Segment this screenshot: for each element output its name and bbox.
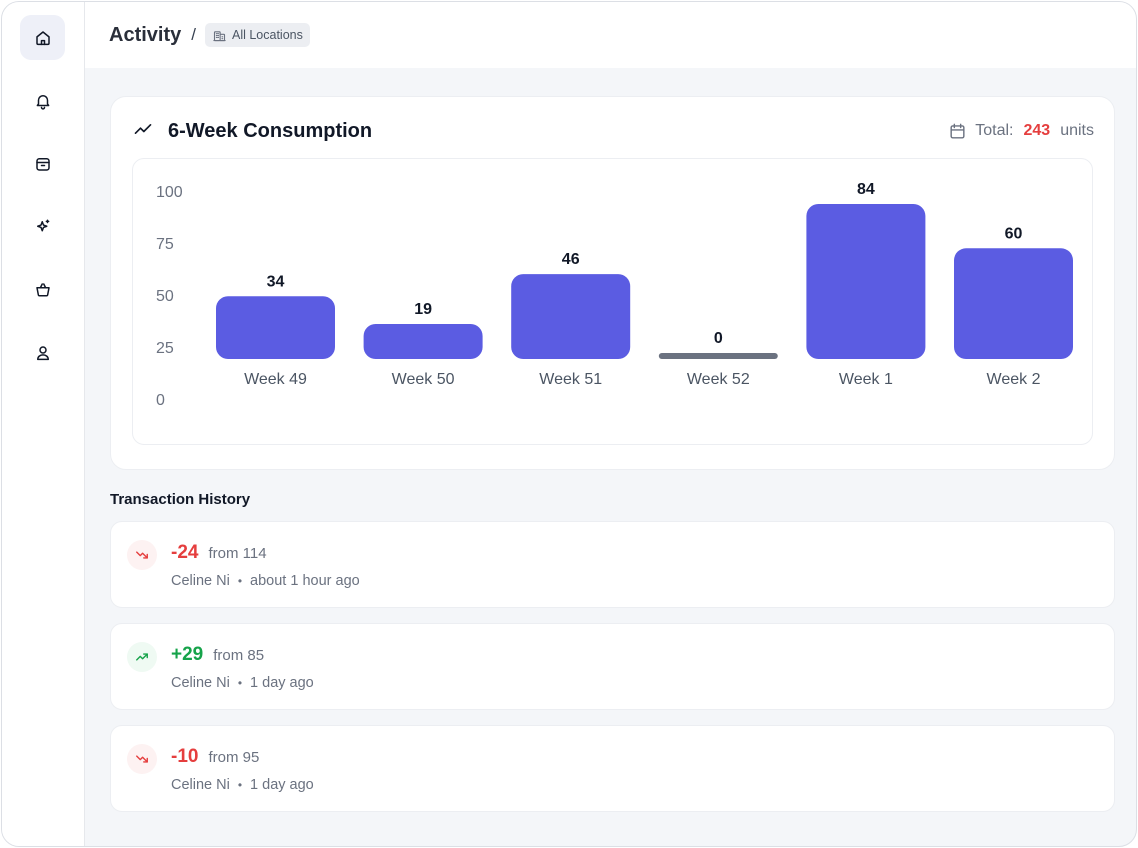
- bar-value-label: 46: [562, 251, 580, 268]
- transaction-time: 1 day ago: [250, 777, 314, 793]
- transaction-meta: Celine Ni • 1 day ago: [171, 777, 314, 793]
- transaction-card[interactable]: -24 from 114 Celine Ni • about 1 hour ago: [110, 521, 1115, 608]
- transaction-meta: Celine Ni • 1 day ago: [171, 675, 314, 691]
- header: Activity / All Locations: [85, 2, 1136, 68]
- nav-profile[interactable]: [20, 330, 65, 375]
- transaction-delta: -10: [171, 746, 199, 767]
- nav-home[interactable]: [20, 15, 65, 60]
- x-category-label: Week 52: [687, 371, 750, 388]
- y-tick-label: 0: [156, 392, 165, 409]
- location-selector[interactable]: All Locations: [204, 23, 310, 47]
- consumption-card: 6-Week Consumption Total: 243 units 100 7…: [110, 96, 1115, 470]
- chart-title: 6-Week Consumption: [168, 119, 373, 142]
- nav-orders[interactable]: [20, 267, 65, 312]
- x-category-label: Week 2: [987, 371, 1041, 388]
- y-tick-label: 25: [156, 340, 174, 357]
- basket-icon: [35, 282, 50, 297]
- bell-icon: [36, 94, 49, 110]
- transaction-summary: +29 from 85: [171, 644, 264, 666]
- bar-value-label: 19: [414, 301, 432, 318]
- x-category-label: Week 51: [539, 371, 602, 388]
- total-unit: units: [1060, 122, 1094, 139]
- total-label: Total:: [975, 122, 1014, 139]
- nav-ai[interactable]: [20, 204, 65, 249]
- package-icon: [35, 157, 50, 171]
- bar-value-label: 34: [267, 273, 285, 290]
- sidebar: [2, 2, 85, 846]
- home-icon: [35, 30, 50, 45]
- transaction-card[interactable]: +29 from 85 Celine Ni • 1 day ago: [110, 623, 1115, 710]
- y-tick-label: 75: [156, 236, 174, 253]
- bar[interactable]: [806, 204, 926, 359]
- y-tick-label: 50: [156, 288, 174, 305]
- x-category-label: Week 49: [244, 371, 307, 388]
- breadcrumb-separator: /: [191, 25, 196, 44]
- user-icon: [36, 345, 49, 360]
- transaction-user: Celine Ni: [171, 675, 230, 691]
- chart-header: 6-Week Consumption Total: 243 units: [133, 119, 1094, 143]
- total-summary: Total: 243 units: [948, 122, 1094, 141]
- transaction-user: Celine Ni: [171, 573, 230, 589]
- meta-separator: •: [237, 574, 243, 588]
- bar-value-label: 84: [857, 181, 875, 198]
- trend-line-icon: [133, 119, 153, 144]
- y-tick-label: 100: [156, 184, 183, 201]
- transaction-from: from 95: [208, 749, 260, 766]
- meta-separator: •: [237, 778, 243, 792]
- transaction-user: Celine Ni: [171, 777, 230, 793]
- bar[interactable]: [511, 274, 631, 359]
- bar[interactable]: [658, 353, 778, 359]
- transaction-delta: -24: [171, 542, 199, 563]
- trending-up-icon: [127, 642, 157, 672]
- nav-inventory[interactable]: [20, 141, 65, 186]
- bar-value-label: 60: [1005, 225, 1023, 242]
- location-label: All Locations: [231, 28, 303, 42]
- trending-down-icon: [127, 744, 157, 774]
- transaction-meta: Celine Ni • about 1 hour ago: [171, 573, 360, 589]
- sparkles-icon: [36, 219, 49, 231]
- transaction-from: from 114: [208, 545, 267, 562]
- nav-notifications[interactable]: [20, 78, 65, 123]
- meta-separator: •: [237, 676, 243, 690]
- calendar-icon: [950, 123, 965, 139]
- bar-chart-svg: 100 75 50 25 0 34 Week 49 19 Week 50 46 Week 51 0 We…: [156, 181, 1073, 409]
- transaction-summary: -24 from 114: [171, 542, 267, 564]
- transaction-delta: +29: [171, 644, 204, 665]
- transaction-time: about 1 hour ago: [250, 573, 360, 589]
- transaction-from: from 85: [213, 647, 265, 664]
- bar[interactable]: [216, 296, 335, 359]
- trending-down-icon: [127, 540, 157, 570]
- transaction-summary: -10 from 95: [171, 746, 259, 768]
- transaction-history-title: Transaction History: [110, 491, 251, 508]
- bar-chart: 100 75 50 25 0 34 Week 49 19 Week 50 46 Week 51 0 We…: [132, 158, 1093, 445]
- transaction-time: 1 day ago: [250, 675, 314, 691]
- bar[interactable]: [363, 323, 483, 359]
- bar[interactable]: [954, 248, 1073, 359]
- transaction-card[interactable]: -10 from 95 Celine Ni • 1 day ago: [110, 725, 1115, 812]
- total-value: 243: [1023, 122, 1051, 139]
- x-category-label: Week 1: [839, 371, 893, 388]
- building-icon: [213, 30, 226, 41]
- page-title: Activity: [109, 23, 182, 46]
- x-category-label: Week 50: [392, 371, 455, 388]
- bar-value-label: 0: [714, 330, 723, 347]
